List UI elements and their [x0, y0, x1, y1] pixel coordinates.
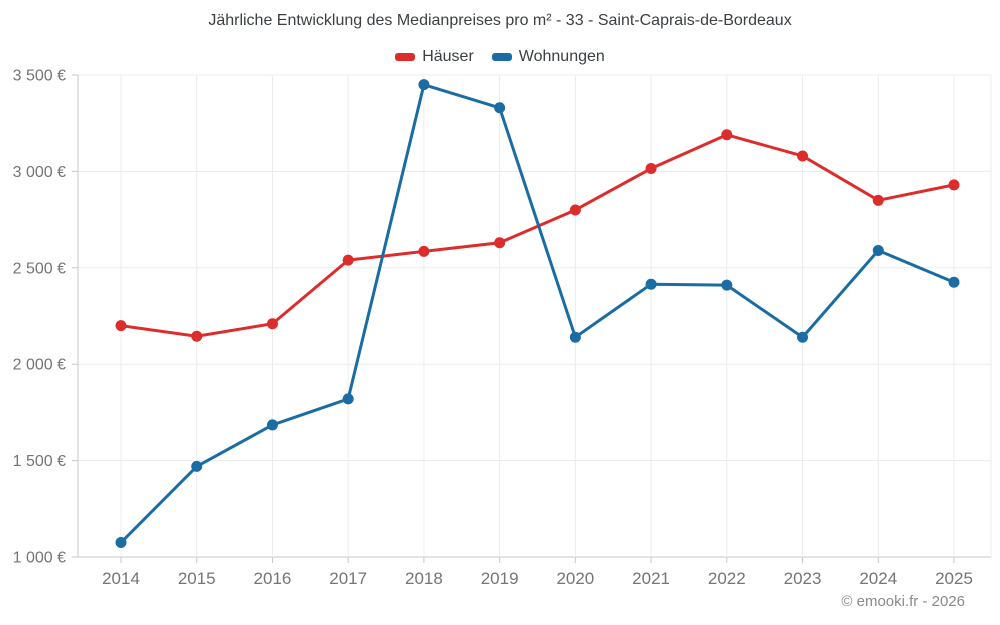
point-h-user-2015[interactable] — [191, 330, 203, 342]
x-axis-label: 2019 — [481, 569, 519, 588]
point-h-user-2022[interactable] — [721, 129, 733, 141]
point-h-user-2019[interactable] — [494, 237, 506, 249]
y-axis-label: 2 000 € — [13, 357, 66, 374]
point-wohnungen-2021[interactable] — [645, 278, 657, 290]
x-axis-label: 2016 — [254, 569, 292, 588]
point-wohnungen-2020[interactable] — [569, 331, 581, 343]
point-h-user-2017[interactable] — [342, 254, 354, 266]
point-h-user-2023[interactable] — [797, 150, 809, 162]
y-axis-label: 3 000 € — [13, 164, 66, 181]
point-wohnungen-2025[interactable] — [948, 276, 960, 288]
x-axis-label: 2017 — [329, 569, 367, 588]
x-axis-label: 2015 — [178, 569, 216, 588]
point-h-user-2016[interactable] — [266, 318, 278, 330]
legend-item-hauser[interactable]: Häuser — [395, 48, 474, 66]
x-axis-label: 2022 — [708, 569, 746, 588]
point-wohnungen-2023[interactable] — [797, 331, 809, 343]
x-axis-label: 2025 — [935, 569, 973, 588]
point-wohnungen-2018[interactable] — [418, 79, 430, 91]
point-h-user-2020[interactable] — [569, 204, 581, 216]
point-wohnungen-2024[interactable] — [872, 244, 884, 256]
wohnungen-series-swatch-icon — [491, 53, 512, 61]
point-h-user-2021[interactable] — [645, 163, 657, 175]
point-wohnungen-2016[interactable] — [266, 419, 278, 431]
x-axis-label: 2018 — [405, 569, 443, 588]
chart-title: Jährliche Entwicklung des Medianpreises … — [208, 12, 792, 29]
point-h-user-2025[interactable] — [948, 179, 960, 191]
series-line-wohnungen — [119, 83, 956, 545]
y-axis-label: 3 500 € — [13, 68, 66, 85]
x-axis-label: 2020 — [556, 569, 594, 588]
point-wohnungen-2017[interactable] — [342, 393, 354, 405]
point-h-user-2014[interactable] — [115, 320, 127, 332]
x-axis-label: 2021 — [632, 569, 670, 588]
legend-label-wohnungen: Wohnungen — [518, 48, 605, 65]
legend-label-hauser: Häuser — [422, 48, 474, 65]
x-axis-label: 2024 — [859, 569, 897, 588]
hauser-series-swatch-icon — [395, 53, 416, 61]
y-axis-label: 2 500 € — [13, 260, 66, 277]
footer-credit: © emooki.fr - 2026 — [841, 593, 965, 610]
point-h-user-2018[interactable] — [418, 245, 430, 257]
point-wohnungen-2015[interactable] — [191, 460, 203, 472]
point-wohnungen-2014[interactable] — [115, 537, 127, 549]
y-axis-label: 1 000 € — [13, 550, 66, 567]
x-axis-label: 2014 — [102, 569, 140, 588]
legend: Häuser Wohnungen — [0, 48, 1000, 66]
point-h-user-2024[interactable] — [872, 194, 884, 206]
x-axis-label: 2023 — [784, 569, 822, 588]
y-axis-label: 1 500 € — [13, 453, 66, 470]
legend-item-wohnungen[interactable]: Wohnungen — [491, 48, 605, 66]
point-wohnungen-2022[interactable] — [721, 279, 733, 291]
point-wohnungen-2019[interactable] — [494, 102, 506, 114]
